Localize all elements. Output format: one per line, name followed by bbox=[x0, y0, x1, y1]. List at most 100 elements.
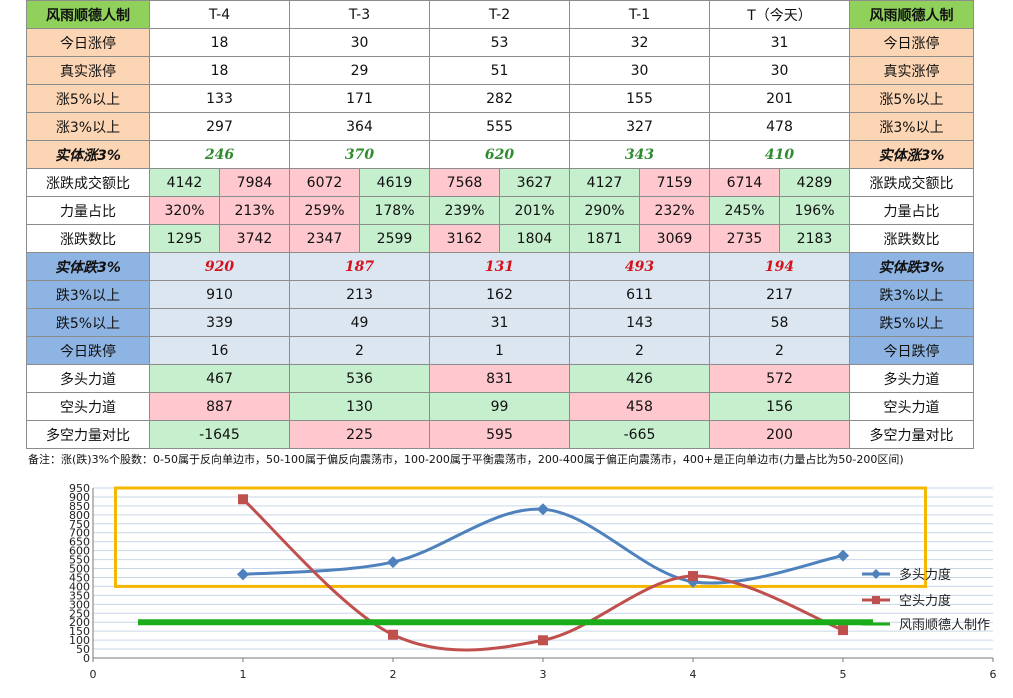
y-tick-label: 750 bbox=[69, 518, 90, 531]
table-cell: 156 bbox=[709, 392, 850, 421]
table-row: 空头力道 887 130 99 458 156 空头力道 bbox=[26, 392, 974, 421]
table-cell: 213% bbox=[219, 196, 290, 225]
table-cell: 4289 bbox=[779, 168, 850, 197]
table-cell: 18 bbox=[149, 56, 290, 85]
table-row: 跌3%以上 910 213 162 611 217 跌3%以上 bbox=[26, 280, 974, 309]
table-cell: 3162 bbox=[429, 224, 500, 253]
table-cell: 51 bbox=[429, 56, 570, 85]
table-cell: 831 bbox=[429, 364, 570, 393]
y-tick-label: 900 bbox=[69, 491, 90, 504]
table-cell: 194 bbox=[709, 252, 850, 281]
table-cell: 30 bbox=[569, 56, 710, 85]
y-tick-label: 650 bbox=[69, 536, 90, 549]
table-cell: 133 bbox=[149, 84, 290, 113]
table-cell: 2599 bbox=[359, 224, 430, 253]
table-cell: 2 bbox=[289, 336, 430, 365]
data-point-square bbox=[238, 494, 248, 505]
row-label: 实体跌3% bbox=[26, 252, 150, 281]
col-header: T-2 bbox=[429, 0, 570, 29]
table-cell: 53 bbox=[429, 28, 570, 57]
row-label: 涨5%以上 bbox=[26, 84, 150, 113]
table-cell: 2735 bbox=[709, 224, 780, 253]
row-label: 多头力道 bbox=[26, 364, 150, 393]
data-point-diamond bbox=[537, 503, 549, 516]
table-cell: 4619 bbox=[359, 168, 430, 197]
table-cell: 282 bbox=[429, 84, 570, 113]
table-cell: 7568 bbox=[429, 168, 500, 197]
table-cell: 32 bbox=[569, 28, 710, 57]
row-label: 涨跌数比 bbox=[26, 224, 150, 253]
row-label-right: 实体涨3% bbox=[849, 140, 974, 169]
row-label: 今日涨停 bbox=[26, 28, 150, 57]
legend-label: 空头力度 bbox=[899, 593, 951, 609]
table-cell: 31 bbox=[709, 28, 850, 57]
y-tick-label: 400 bbox=[69, 580, 90, 593]
row-label: 实体涨3% bbox=[26, 140, 150, 169]
row-label-right: 涨跌数比 bbox=[849, 224, 974, 253]
table-row: 跌5%以上 339 49 31 143 58 跌5%以上 bbox=[26, 308, 974, 337]
table-row: 涨跌成交额比 4142 7984 6072 4619 7568 3627 412… bbox=[26, 168, 974, 197]
legend-label: 风雨顺德人制作 bbox=[899, 618, 990, 633]
table-row: 涨跌数比 1295 3742 2347 2599 3162 1804 1871 … bbox=[26, 224, 974, 253]
x-tick-label: 4 bbox=[690, 668, 697, 681]
table-cell: 4127 bbox=[569, 168, 640, 197]
table-cell: 18 bbox=[149, 28, 290, 57]
table-cell: 246 bbox=[149, 140, 290, 169]
table-cell: 259% bbox=[289, 196, 360, 225]
y-tick-label: 50 bbox=[76, 643, 90, 656]
table-cell: 7984 bbox=[219, 168, 290, 197]
row-label-right: 涨5%以上 bbox=[849, 84, 974, 113]
row-label: 涨3%以上 bbox=[26, 112, 150, 141]
table-cell: 99 bbox=[429, 392, 570, 421]
row-label: 空头力道 bbox=[26, 392, 150, 421]
corner-header-right: 风雨顺德人制 bbox=[849, 0, 974, 29]
table-cell: 4142 bbox=[149, 168, 220, 197]
row-label: 多空力量对比 bbox=[26, 420, 150, 449]
table-cell: 7159 bbox=[639, 168, 710, 197]
col-header: T（今天） bbox=[709, 0, 850, 29]
table-cell: 30 bbox=[709, 56, 850, 85]
line-chart: 0501001502002503003504004505005506006507… bbox=[69, 482, 997, 681]
table-cell: 3627 bbox=[499, 168, 570, 197]
table-cell: 555 bbox=[429, 112, 570, 141]
table-cell: 31 bbox=[429, 308, 570, 337]
series-line-1 bbox=[242, 507, 844, 585]
table-cell: 887 bbox=[149, 392, 290, 421]
table-row: 涨3%以上 297 364 555 327 478 涨3%以上 bbox=[26, 112, 974, 141]
table-cell: 297 bbox=[149, 112, 290, 141]
table-cell: 58 bbox=[709, 308, 850, 337]
table-cell: 200 bbox=[709, 420, 850, 449]
table-cell: 6072 bbox=[289, 168, 360, 197]
table-cell: 2 bbox=[569, 336, 710, 365]
table-cell: 1295 bbox=[149, 224, 220, 253]
y-tick-label: 450 bbox=[69, 571, 90, 584]
row-label-right: 多头力道 bbox=[849, 364, 974, 393]
table-cell: 364 bbox=[289, 112, 430, 141]
col-header: T-3 bbox=[289, 0, 430, 29]
table-cell: 2347 bbox=[289, 224, 360, 253]
table-cell: 290% bbox=[569, 196, 640, 225]
y-tick-label: 250 bbox=[69, 607, 90, 620]
y-tick-label: 800 bbox=[69, 509, 90, 522]
table-cell: 143 bbox=[569, 308, 710, 337]
row-label-right: 真实涨停 bbox=[849, 56, 974, 85]
col-header: T-1 bbox=[569, 0, 710, 29]
y-tick-label: 550 bbox=[69, 554, 90, 567]
data-point-diamond bbox=[837, 549, 849, 562]
row-label-right: 今日涨停 bbox=[849, 28, 974, 57]
table-cell: 536 bbox=[289, 364, 430, 393]
table-row: 多空力量对比 -1645 225 595 -665 200 多空力量对比 bbox=[26, 420, 974, 449]
table-row: 今日跌停 16 2 1 2 2 今日跌停 bbox=[26, 336, 974, 365]
table-cell: 339 bbox=[149, 308, 290, 337]
table-cell: 370 bbox=[289, 140, 430, 169]
table-cell: 245% bbox=[709, 196, 780, 225]
table-cell: 131 bbox=[429, 252, 570, 281]
table-cell: 611 bbox=[569, 280, 710, 309]
table-cell: 232% bbox=[639, 196, 710, 225]
table-cell: 49 bbox=[289, 308, 430, 337]
table-cell: 2 bbox=[709, 336, 850, 365]
series-line-2 bbox=[241, 498, 844, 652]
footnote: 备注：涨(跌)3%个股数：0-50属于反向单边市，50-100属于偏反向震荡市，… bbox=[28, 453, 904, 466]
row-label-right: 力量占比 bbox=[849, 196, 974, 225]
highlight-box bbox=[114, 486, 927, 588]
